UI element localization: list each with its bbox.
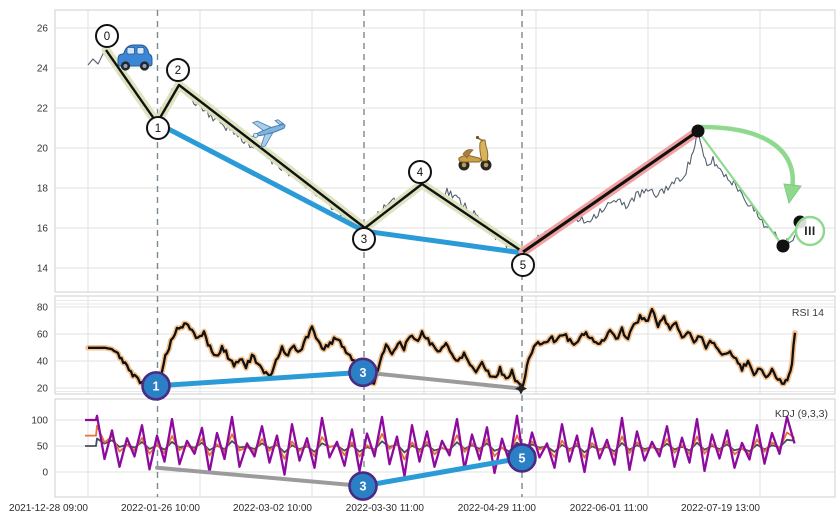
kdj-y-tick-label: 0 [42, 468, 48, 479]
target-circle[interactable] [794, 215, 826, 247]
kdj-trendline-blue[interactable] [360, 455, 525, 489]
car-icon [117, 44, 153, 71]
kdj-marker-5-label: 5 [519, 451, 526, 465]
rsi-series-line [88, 307, 797, 390]
icon-layer [117, 44, 492, 171]
projection-arrow[interactable] [699, 124, 796, 193]
target-circle-label: III [804, 224, 816, 238]
price-panel-border [54, 9, 836, 293]
wave-marker-label: 2 [175, 65, 181, 77]
rsi-panel-label: RSI 14 [792, 307, 824, 319]
price-y-tick-label: 18 [37, 184, 49, 195]
rsi-y-tick-label: 60 [37, 330, 49, 341]
rsi-panel-border [54, 295, 836, 395]
wave-marker-label: 3 [361, 234, 367, 246]
x-tick-label: 2022-03-02 10:00 [233, 503, 312, 514]
kdj-panel-border [54, 398, 836, 498]
price-y-tick-label: 20 [37, 144, 49, 155]
wave-marker-label: 5 [520, 260, 526, 272]
rsi-y-tick-label: 80 [37, 303, 49, 314]
wave-marker-5[interactable] [511, 253, 535, 277]
wave-marker-0[interactable] [95, 24, 119, 48]
rsi-marker-1-label: 1 [153, 379, 160, 393]
x-tick-label: 2022-04-29 11:00 [458, 503, 537, 514]
rsi-trendline-gray[interactable] [361, 370, 523, 391]
x-tick-label: 2021-12-28 09:00 [9, 503, 88, 514]
price-y-tick-label: 22 [37, 104, 49, 115]
price-y-tick-label: 14 [37, 264, 49, 275]
x-tick-label: 2022-01-26 10:00 [121, 503, 200, 514]
wave-marker-label: 4 [417, 167, 424, 179]
wave-marker-1[interactable] [146, 116, 170, 140]
wave-marker-2[interactable] [166, 58, 190, 82]
rsi-y-tick-label: 40 [37, 357, 49, 368]
x-tick-label: 2022-06-01 11:00 [570, 503, 649, 514]
scooter-icon [458, 135, 492, 171]
kdj-marker-3-label: 3 [360, 480, 367, 494]
kdj-marker-5[interactable] [507, 443, 537, 473]
annotation-layer: III 0 1 2 3 4 5 1 3 3 5 [95, 24, 826, 501]
kdj-y-tick-label: 100 [31, 416, 48, 427]
rsi-marker-1[interactable] [141, 371, 171, 401]
rsi-marker-3[interactable] [348, 357, 378, 388]
rsi-y-tick-label: 20 [37, 384, 49, 395]
wave-marker-label: 1 [155, 123, 161, 135]
price-y-tick-label: 24 [37, 64, 49, 75]
rsi-star-marker [515, 382, 527, 395]
projection-dot [776, 239, 790, 253]
kdj-trendline-gray[interactable] [155, 465, 365, 488]
airplane-icon [251, 119, 286, 149]
rsi-trendline-blue[interactable] [153, 369, 366, 389]
wave-marker-3[interactable] [352, 227, 376, 251]
projection-arrowhead [783, 183, 802, 205]
kdj-panel-label: KDJ (9,3,3) [775, 408, 828, 420]
x-tick-label: 2022-07-19 13:00 [681, 503, 760, 514]
kdj-marker-3[interactable] [348, 471, 378, 501]
kdj-j-line [85, 414, 796, 478]
impulse-line [522, 129, 699, 254]
price-y-tick-label: 16 [37, 224, 49, 235]
wave-marker-label: 0 [104, 31, 110, 43]
x-tick-label: 2022-03-30 11:00 [346, 503, 425, 514]
kdj-y-tick-label: 50 [37, 442, 49, 453]
rsi-marker-3-label: 3 [360, 366, 367, 380]
wave-marker-4[interactable] [408, 160, 432, 184]
projection-dot [691, 124, 705, 138]
kdj-d-line [85, 437, 795, 454]
price-y-tick-label: 26 [37, 24, 49, 35]
wave-line [105, 49, 524, 253]
